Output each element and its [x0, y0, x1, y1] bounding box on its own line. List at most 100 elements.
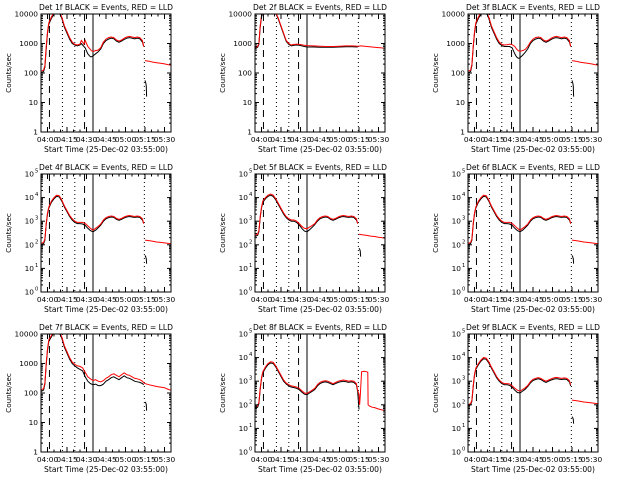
chart-2-series-events-tail	[571, 80, 575, 97]
chart-5-ytick-exponent: 1	[462, 263, 465, 269]
chart-6-xtick-label: 04:45	[95, 455, 117, 464]
chart-1-ytick-label: 10000	[228, 10, 252, 19]
chart-3-ytick-exponent: 4	[35, 192, 39, 198]
chart-3-xtick-label: 05:30	[154, 295, 176, 304]
chart-7-ylabel: Counts/sec	[218, 373, 227, 413]
chart-4-ytick-label: 10	[239, 264, 249, 273]
chart-3-ytick-exponent: 5	[35, 169, 38, 175]
chart-4-xtick-label: 04:30	[290, 295, 312, 304]
chart-3-ylabel: Counts/sec	[4, 213, 13, 253]
chart-6-series-events	[41, 334, 145, 392]
chart-8-xlabel: Start Time (25-Dec-02 03:55:00)	[471, 465, 595, 474]
chart-8-panel: Det 9f BLACK = Events, RED = LLD Start Ti…	[431, 323, 602, 474]
chart-2-xtick-label: 04:30	[503, 135, 525, 144]
chart-6-ytick-label: 10	[29, 418, 39, 427]
chart-0-xtick-label: 04:15	[56, 135, 78, 144]
chart-4-ytick-label: 10	[239, 240, 249, 249]
chart-1-ytick-label: 1000	[233, 39, 252, 48]
chart-5-series-events	[468, 195, 572, 246]
chart-2-ylabel: Counts/sec	[431, 53, 440, 93]
chart-5-ytick-exponent: 2	[462, 239, 465, 245]
chart-7-ytick-label: 10	[239, 448, 249, 457]
chart-8-series-events	[468, 358, 572, 407]
chart-8-ytick-exponent: 5	[462, 329, 465, 335]
chart-6-xlabel: Start Time (25-Dec-02 03:55:00)	[44, 465, 168, 474]
chart-3-ytick-exponent: 1	[35, 263, 38, 269]
chart-4-ytick-label: 10	[239, 170, 249, 179]
chart-3-series-events	[41, 195, 145, 246]
chart-4-series-lld	[255, 193, 359, 236]
chart-5-series-lld	[468, 194, 572, 245]
chart-5-ytick-exponent: 3	[462, 216, 465, 222]
chart-3-ytick-label: 10	[25, 264, 35, 273]
chart-7-ytick-label: 10	[239, 400, 249, 409]
chart-2-ytick-label: 1000	[446, 39, 465, 48]
chart-6-xtick-label: 05:30	[154, 455, 176, 464]
chart-2-panel: Det 3f BLACK = Events, RED = LLD Start Ti…	[431, 3, 602, 154]
chart-5-xtick-label: 04:15	[483, 295, 505, 304]
chart-2-xlabel: Start Time (25-Dec-02 03:55:00)	[471, 145, 595, 154]
chart-8-series-lld-tail	[571, 399, 598, 405]
chart-0-xtick-label: 04:45	[95, 135, 117, 144]
chart-3-plot-frame	[40, 173, 172, 293]
chart-1-ytick-label: 10	[243, 98, 253, 107]
chart-4-ytick-label: 10	[239, 193, 249, 202]
chart-7-xtick-label: 05:30	[368, 455, 390, 464]
chart-0-xtick-label: 05:00	[115, 135, 137, 144]
chart-1-series-lld	[255, 14, 385, 49]
chart-7-ytick-label: 10	[239, 353, 249, 362]
chart-5-ytick-label: 10	[452, 193, 462, 202]
chart-7-xtick-label: 05:15	[348, 455, 370, 464]
chart-3-series-lld	[41, 194, 145, 245]
chart-6-xtick-label: 04:00	[37, 455, 59, 464]
chart-1-xtick-label: 05:15	[348, 135, 370, 144]
chart-7-xtick-label: 04:00	[251, 455, 273, 464]
chart-3-title: Det 4f BLACK = Events, RED = LLD	[39, 163, 173, 172]
chart-0-series-events	[41, 14, 145, 74]
chart-8-xtick-label: 05:30	[581, 455, 603, 464]
chart-0-ytick-label: 100	[24, 69, 38, 78]
chart-4-ytick-exponent: 0	[249, 287, 252, 293]
chart-5-xtick-label: 05:15	[561, 295, 583, 304]
chart-2-ytick-label: 100	[451, 69, 465, 78]
chart-4-xtick-label: 04:15	[270, 295, 292, 304]
chart-8-ytick-label: 10	[452, 448, 462, 457]
chart-3-ytick-label: 10	[25, 240, 35, 249]
chart-4-series-events-tail	[358, 248, 362, 257]
chart-7-ytick-exponent: 3	[249, 376, 252, 382]
chart-3-xlabel: Start Time (25-Dec-02 03:55:00)	[44, 305, 168, 314]
chart-8-ytick-exponent: 0	[462, 447, 465, 453]
chart-5-ytick-label: 10	[452, 170, 462, 179]
chart-1-panel: Det 2f BLACK = Events, RED = LLD Start Ti…	[218, 3, 389, 154]
chart-0-ytick-label: 10000	[14, 10, 38, 19]
chart-8-xtick-label: 05:00	[542, 455, 564, 464]
chart-3-xtick-label: 05:15	[134, 295, 156, 304]
chart-6-series-lld	[41, 334, 171, 391]
chart-4-title: Det 5f BLACK = Events, RED = LLD	[253, 163, 387, 172]
chart-1-plot-frame	[254, 13, 386, 133]
chart-5-ytick-exponent: 0	[462, 287, 465, 293]
chart-1-xtick-label: 05:00	[329, 135, 351, 144]
chart-6-ylabel: Counts/sec	[4, 373, 13, 413]
chart-2-xtick-label: 05:00	[542, 135, 564, 144]
chart-3-ytick-label: 10	[25, 193, 35, 202]
chart-0-xtick-label: 04:00	[37, 135, 59, 144]
chart-8-xtick-label: 04:00	[464, 455, 486, 464]
chart-2-xtick-label: 05:30	[581, 135, 603, 144]
chart-5-ytick-label: 10	[452, 240, 462, 249]
chart-2-series-lld	[468, 14, 572, 72]
chart-8-ytick-exponent: 4	[462, 352, 466, 358]
chart-4-ytick-exponent: 5	[249, 169, 252, 175]
chart-7-ytick-label: 10	[239, 377, 249, 386]
chart-8-ytick-label: 10	[452, 377, 462, 386]
chart-1-series-events	[255, 14, 358, 50]
chart-4-xtick-label: 04:45	[309, 295, 331, 304]
chart-0-series-lld-tail	[144, 60, 171, 66]
chart-3-xtick-label: 04:45	[95, 295, 117, 304]
chart-7-xtick-label: 05:00	[329, 455, 351, 464]
chart-5-xlabel: Start Time (25-Dec-02 03:55:00)	[471, 305, 595, 314]
chart-0-title: Det 1f BLACK = Events, RED = LLD	[39, 3, 173, 12]
chart-4-ytick-exponent: 1	[249, 263, 252, 269]
chart-6-ytick-label: 100	[24, 389, 38, 398]
chart-4-panel: Det 5f BLACK = Events, RED = LLD Start Ti…	[218, 163, 389, 314]
